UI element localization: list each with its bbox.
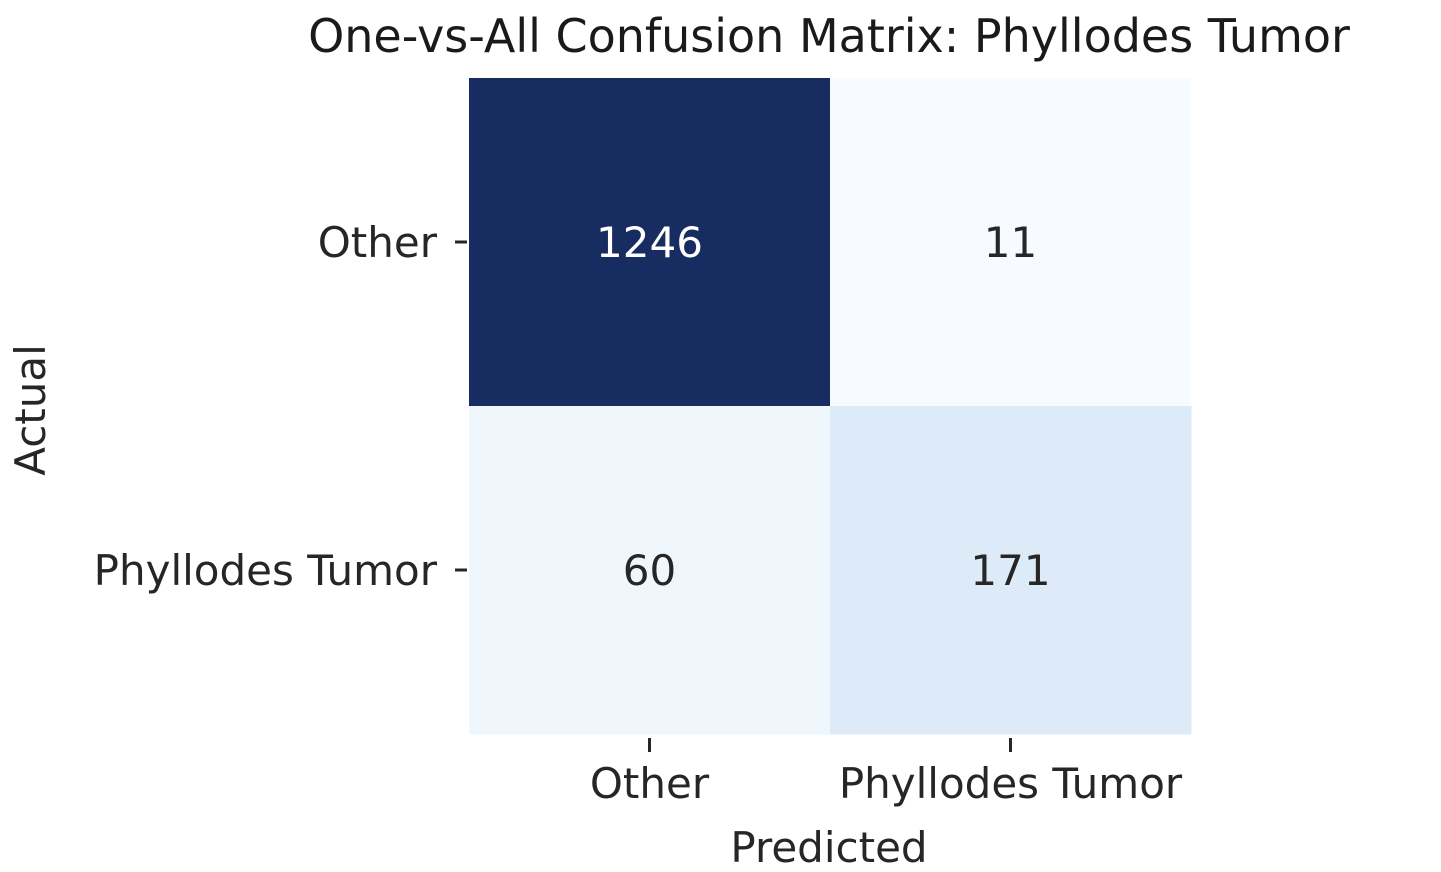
heatmap-cell — [830, 406, 1192, 735]
y-axis-label: Actual — [6, 344, 55, 476]
cell-value-label: 11 — [984, 218, 1037, 267]
y-tick-label: Other — [318, 218, 438, 267]
y-tick-label: Phyllodes Tumor — [94, 546, 438, 595]
heatmap-cell — [830, 78, 1192, 407]
y-axis: Other Phyllodes Tumor — [94, 218, 467, 595]
x-tick-label: Phyllodes Tumor — [839, 759, 1183, 808]
x-tick-label: Other — [590, 759, 710, 808]
heatmap-cell — [469, 78, 831, 407]
chart-title: One-vs-All Confusion Matrix: Phyllodes T… — [308, 9, 1350, 63]
cell-value-label: 60 — [623, 546, 676, 595]
cell-value-label: 171 — [970, 546, 1050, 595]
cell-value-label: 1246 — [596, 218, 703, 267]
heatmap-annotations: 1246 11 60 171 — [596, 218, 1051, 595]
x-axis: Other Phyllodes Tumor — [590, 738, 1183, 808]
heatmap-cells — [469, 78, 1192, 735]
x-axis-label: Predicted — [730, 823, 927, 872]
heatmap-cell — [469, 406, 831, 735]
